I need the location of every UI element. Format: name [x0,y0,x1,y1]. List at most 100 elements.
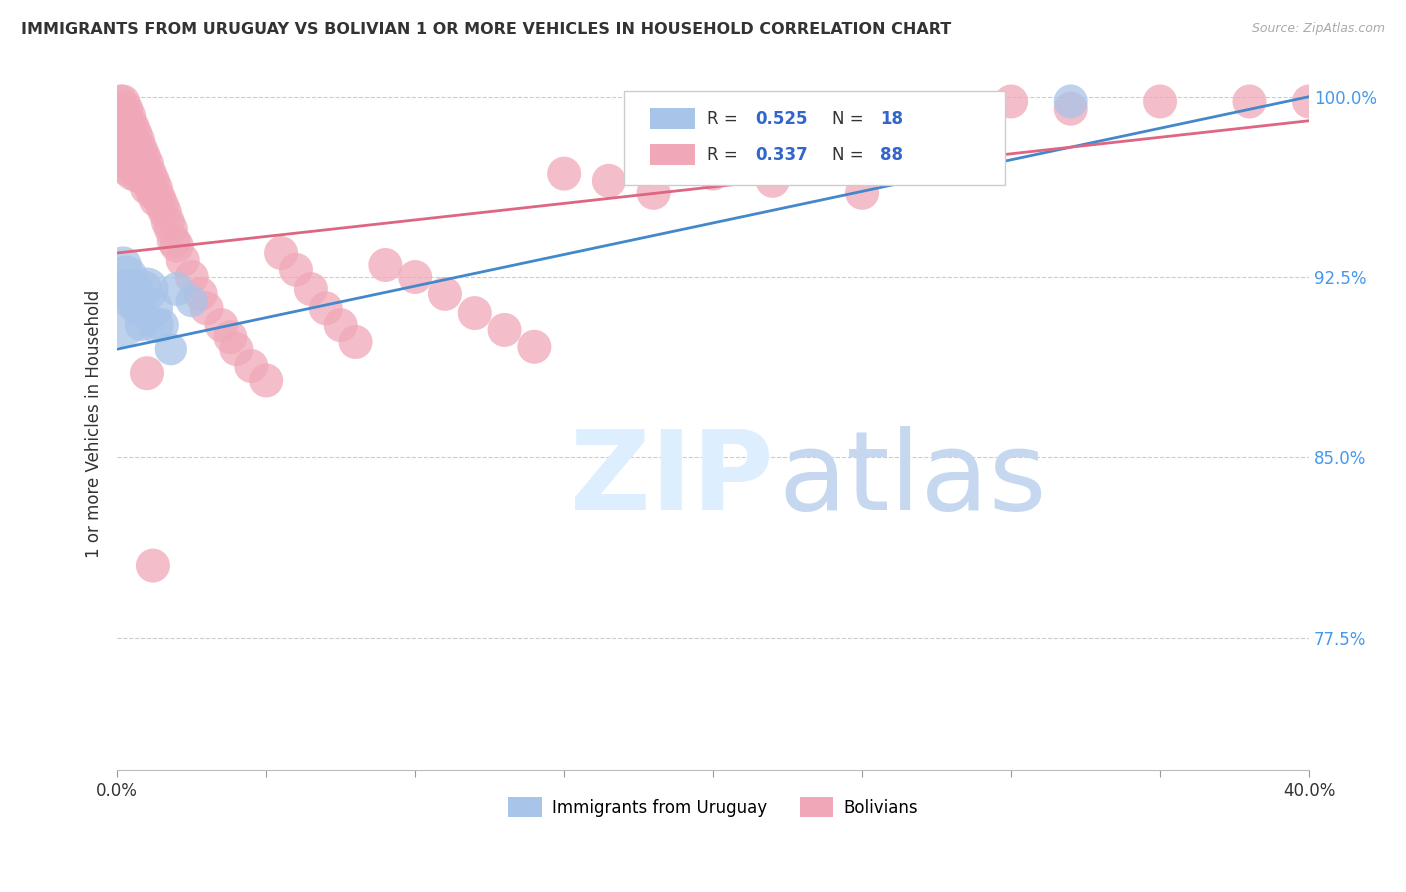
Point [1060,95,1083,109]
Point [225,342,247,356]
Point [121,167,143,181]
Point [1000,95,1022,109]
Point [1298,95,1320,109]
Point [145,193,167,207]
Point [404,270,426,285]
Point [129,143,152,157]
Point [115,282,138,296]
Point [121,119,143,133]
Point [1149,95,1171,109]
Point [108,119,131,133]
Point [108,95,131,109]
Text: N =: N = [832,146,869,164]
Point [124,150,146,164]
Point [136,181,159,195]
Point [129,154,152,169]
Point [762,174,785,188]
Point [553,167,575,181]
Point [115,150,138,164]
Point [127,133,149,147]
Point [108,106,131,120]
Point [136,282,159,296]
Point [118,109,141,123]
Point [118,120,141,135]
Text: 0.525: 0.525 [755,110,807,128]
Point [121,154,143,169]
Point [112,258,135,272]
FancyBboxPatch shape [650,144,695,165]
Point [150,318,173,332]
Text: ZIP: ZIP [569,425,773,533]
FancyBboxPatch shape [650,108,695,128]
Point [344,334,367,349]
Point [124,286,146,301]
Point [911,102,934,116]
Point [127,145,149,159]
Point [166,239,188,253]
Point [1060,102,1083,116]
Point [118,157,141,171]
Point [115,113,138,128]
Point [166,282,188,296]
Text: R =: R = [707,146,744,164]
Point [127,169,149,183]
Point [121,130,143,145]
Point [115,137,138,152]
Point [299,282,322,296]
Text: N =: N = [832,110,869,128]
Point [145,318,167,332]
Point [124,161,146,176]
Point [270,246,292,260]
Point [494,323,516,337]
Point [142,558,165,573]
Point [115,161,138,176]
Point [136,366,159,380]
Point [127,301,149,316]
Point [159,222,181,236]
Point [129,167,152,181]
Point [121,143,143,157]
Point [643,186,665,200]
Point [112,133,135,147]
Point [124,137,146,152]
Point [159,342,181,356]
Text: IMMIGRANTS FROM URUGUAY VS BOLIVIAN 1 OR MORE VEHICLES IN HOUSEHOLD CORRELATION : IMMIGRANTS FROM URUGUAY VS BOLIVIAN 1 OR… [21,22,952,37]
Point [329,318,352,332]
Point [132,150,155,164]
Point [150,198,173,212]
Text: 18: 18 [880,110,903,128]
Point [136,169,159,183]
Point [142,186,165,200]
Point [118,294,141,309]
Point [121,282,143,296]
Text: Source: ZipAtlas.com: Source: ZipAtlas.com [1251,22,1385,36]
Point [112,95,135,109]
Point [132,282,155,296]
Point [851,186,873,200]
Point [180,294,202,309]
Point [315,301,337,316]
Point [118,133,141,147]
Point [148,191,170,205]
Point [254,373,277,387]
Point [1239,95,1261,109]
Point [145,181,167,195]
Point [129,318,152,332]
Point [115,126,138,140]
Text: R =: R = [707,110,744,128]
Point [219,330,242,344]
Point [240,359,263,373]
Point [285,262,308,277]
Point [190,286,212,301]
Point [598,174,620,188]
Point [132,161,155,176]
Point [464,306,486,320]
Point [523,340,546,354]
Point [112,119,135,133]
Point [115,102,138,116]
Y-axis label: 1 or more Vehicles in Household: 1 or more Vehicles in Household [86,290,103,558]
Point [156,215,179,229]
Point [702,167,724,181]
Point [142,301,165,316]
Point [433,286,456,301]
